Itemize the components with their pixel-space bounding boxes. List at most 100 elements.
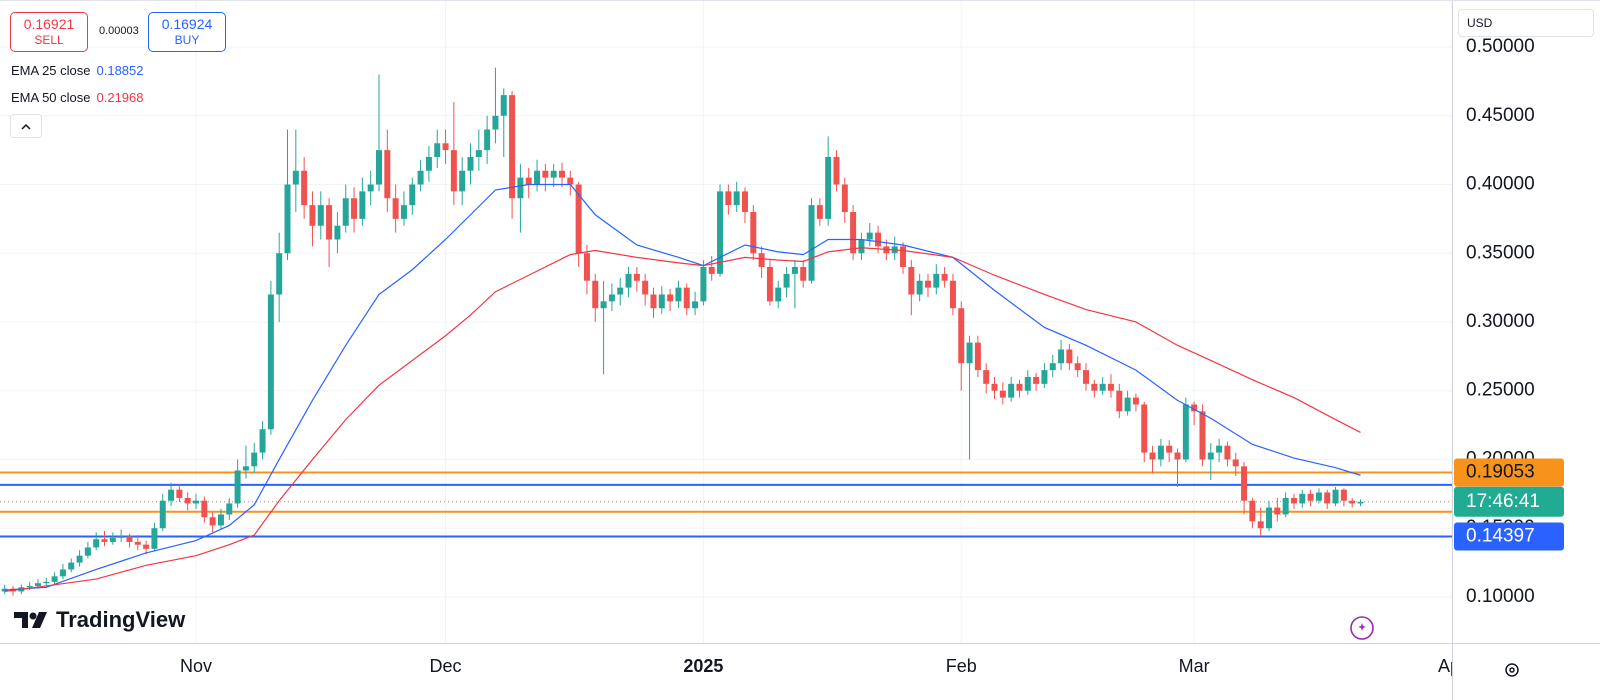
- candle-body: [1149, 452, 1156, 460]
- candle-body: [26, 585, 33, 588]
- legend-name: EMA 25 close: [11, 63, 91, 78]
- candle-body: [575, 184, 582, 254]
- legend-item[interactable]: EMA 50 close 0.21968: [11, 90, 144, 105]
- candle-body: [841, 184, 848, 212]
- candle-body: [1058, 349, 1065, 364]
- candle-body: [658, 294, 665, 309]
- candle-body: [409, 184, 416, 206]
- candle-body: [392, 198, 399, 219]
- candle-body: [1232, 459, 1239, 467]
- legend-value: 0.18852: [96, 63, 144, 78]
- candle-body: [908, 266, 915, 295]
- candle-body: [692, 301, 699, 309]
- candle-body: [126, 536, 133, 542]
- candle-body: [1157, 445, 1164, 460]
- candle-body: [808, 205, 815, 281]
- candle-body: [1132, 397, 1139, 405]
- candle-body: [1, 588, 8, 592]
- candle-body: [642, 280, 649, 295]
- candle-body: [342, 198, 349, 226]
- candle-body: [475, 150, 482, 158]
- candle-body: [226, 503, 233, 515]
- candle-body: [43, 581, 50, 584]
- candle-body: [1191, 404, 1198, 412]
- candle-body: [500, 95, 507, 116]
- candle-body: [517, 177, 524, 199]
- legend-value: 0.21968: [96, 90, 144, 105]
- candle-body: [766, 266, 773, 302]
- candle-body: [650, 294, 657, 309]
- candle-body: [134, 541, 141, 545]
- candle-body: [434, 143, 441, 158]
- candle-body: [717, 191, 724, 274]
- ema-line: [4, 247, 1361, 593]
- collapse-legend-button[interactable]: [10, 114, 42, 138]
- candle-body: [1224, 445, 1231, 460]
- candle-body: [309, 205, 316, 226]
- candle-body: [758, 253, 765, 267]
- candle-body: [159, 500, 166, 529]
- candle-body: [1299, 493, 1306, 504]
- candle-body: [617, 287, 624, 295]
- candle-body: [924, 280, 931, 288]
- sell-button[interactable]: 0.16921 SELL: [10, 12, 88, 52]
- candle-body: [1307, 493, 1314, 501]
- assistant-icon[interactable]: [1350, 616, 1374, 640]
- candle-body: [900, 246, 907, 267]
- candle-body: [509, 95, 516, 199]
- candle-body: [958, 308, 965, 364]
- candle-body: [1008, 383, 1015, 398]
- candle-body: [442, 143, 449, 151]
- candle-body: [425, 157, 432, 171]
- candle-body: [201, 500, 208, 518]
- buy-button[interactable]: 0.16924 BUY: [148, 12, 226, 52]
- settings-gear[interactable]: [1505, 663, 1519, 677]
- candle-body: [608, 294, 615, 302]
- candle-body: [1041, 370, 1048, 384]
- candle-body: [733, 191, 740, 206]
- y-tick-label: 0.35000: [1466, 242, 1535, 263]
- candle-body: [916, 280, 923, 295]
- candle-body: [467, 157, 474, 171]
- candle-body: [791, 266, 798, 274]
- currency-select[interactable]: USD: [1458, 9, 1594, 37]
- candle-body: [326, 205, 333, 240]
- candle-body: [1257, 521, 1264, 529]
- candle-body: [118, 536, 125, 538]
- plot-area: [0, 0, 1452, 643]
- candle-body: [417, 170, 424, 185]
- legend-item[interactable]: EMA 25 close 0.18852: [11, 63, 144, 78]
- candle-body: [109, 537, 116, 542]
- candle-body: [667, 294, 674, 302]
- candle-body: [101, 539, 108, 542]
- candle-body: [492, 115, 499, 130]
- candle-body: [1241, 466, 1248, 501]
- candle-body: [184, 497, 191, 504]
- y-tick-label: 0.30000: [1466, 311, 1535, 332]
- candle-body: [1074, 363, 1081, 371]
- price-axis: 0.100000.150000.200000.250000.300000.350…: [1454, 36, 1564, 607]
- candle-body: [209, 517, 216, 526]
- candle-body: [217, 514, 224, 526]
- candle-body: [991, 383, 998, 391]
- candle-body: [384, 150, 391, 199]
- candle-body: [525, 177, 532, 185]
- candle-body: [741, 191, 748, 212]
- candle-body: [949, 280, 956, 309]
- candle-body: [193, 500, 200, 504]
- candle-body: [1174, 452, 1181, 460]
- candle-body: [259, 429, 266, 453]
- candle-body: [708, 266, 715, 274]
- candle-body: [1116, 390, 1123, 412]
- candle-body: [68, 562, 75, 570]
- candle-body: [1249, 500, 1256, 522]
- candle-body: [251, 452, 258, 467]
- brand-logo: TradingView: [14, 607, 185, 633]
- candle-body: [234, 470, 241, 504]
- candle-body: [84, 547, 91, 556]
- candle-body: [750, 211, 757, 254]
- candle-body: [400, 205, 407, 219]
- candle-body: [34, 583, 41, 586]
- candle-body: [833, 157, 840, 185]
